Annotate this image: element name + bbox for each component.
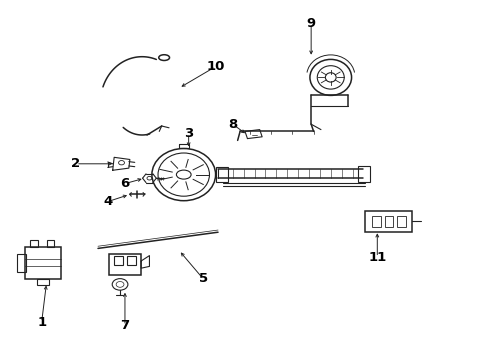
Bar: [24, 247, 61, 279]
Bar: [385, 216, 393, 227]
Text: 4: 4: [103, 195, 112, 208]
Bar: [30, 240, 38, 247]
Text: 2: 2: [72, 157, 80, 170]
Bar: [358, 166, 370, 182]
Text: 5: 5: [199, 273, 208, 285]
Bar: [216, 167, 228, 182]
Bar: [372, 216, 381, 227]
Bar: [397, 216, 406, 227]
Bar: [17, 254, 26, 272]
Text: 6: 6: [121, 177, 129, 190]
Text: 1: 1: [37, 316, 46, 329]
Text: 3: 3: [184, 127, 193, 140]
Text: 11: 11: [368, 251, 387, 264]
Text: 9: 9: [307, 17, 316, 30]
Text: 8: 8: [228, 118, 237, 131]
Text: 7: 7: [121, 319, 129, 332]
Bar: [365, 211, 412, 232]
Bar: [37, 279, 49, 285]
Text: 10: 10: [206, 60, 225, 73]
Bar: [47, 240, 54, 247]
Bar: [109, 254, 141, 275]
Bar: [114, 256, 123, 265]
Bar: [127, 256, 136, 265]
